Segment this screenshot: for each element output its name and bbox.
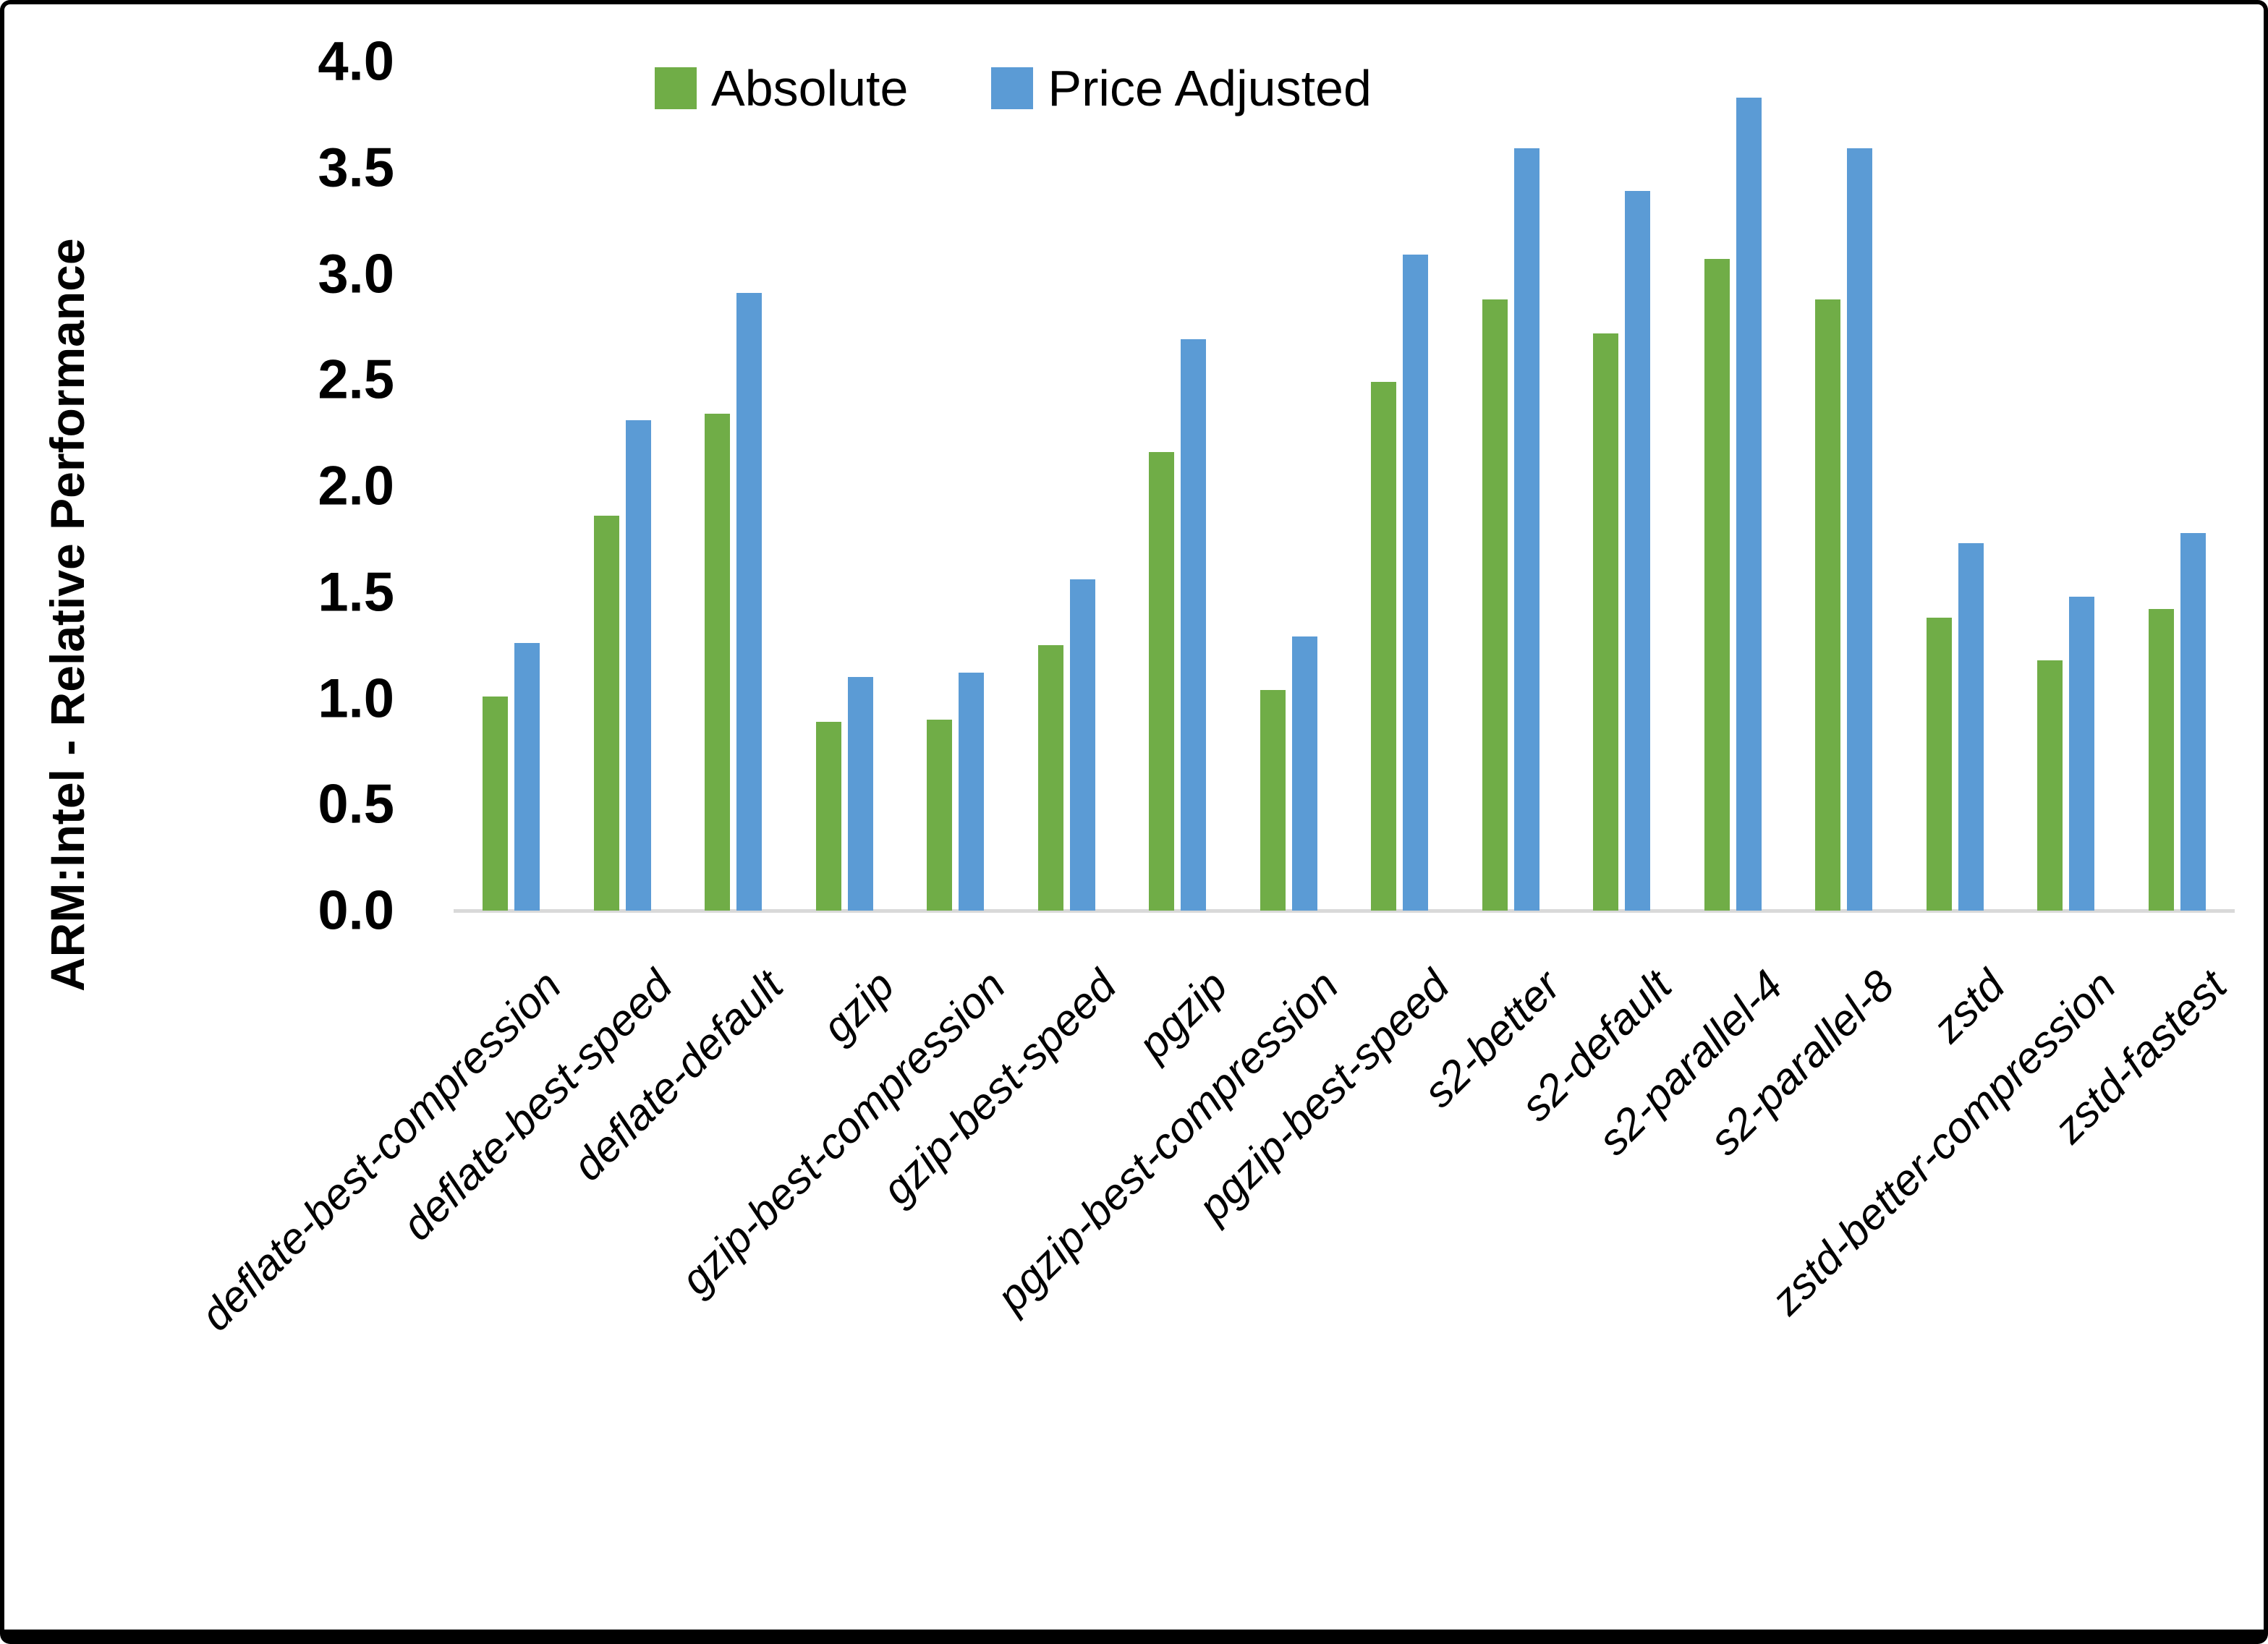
y-axis-tick-label: 0.5 (318, 773, 394, 835)
bar-absolute-pgzip-best-compression (1260, 689, 1286, 911)
bar-price-adjusted-pgzip-best-speed (1403, 255, 1429, 911)
y-axis-tick-label: 4.0 (318, 30, 394, 93)
bar-absolute-deflate-best-compression (483, 696, 509, 911)
y-axis-tick-label: 3.0 (318, 243, 394, 304)
bar-price-adjusted-pgzip-best-compression (1291, 636, 1317, 911)
legend-label: Absolute (711, 60, 909, 116)
bar-absolute-gzip (815, 721, 841, 911)
bar-absolute-s2-better (1482, 299, 1508, 911)
bar-price-adjusted-s2-default (1625, 191, 1651, 911)
bar-absolute-s2-parallel-4 (1704, 258, 1730, 911)
bar-absolute-deflate-default (705, 414, 731, 911)
bar-absolute-deflate-best-speed (593, 516, 619, 911)
y-axis-tick-label: 3.5 (318, 137, 394, 199)
bar-price-adjusted-s2-parallel-8 (1847, 148, 1873, 911)
bar-price-adjusted-zstd (1958, 543, 1984, 911)
bar-price-adjusted-gzip-best-compression (959, 673, 985, 911)
legend-swatch-absolute (655, 67, 697, 109)
y-axis-tick-label: 1.5 (318, 561, 394, 623)
bar-absolute-zstd-better-compression (2037, 660, 2063, 911)
bar-price-adjusted-gzip (847, 677, 873, 911)
bar-price-adjusted-zstd-fastest (2180, 532, 2206, 911)
legend-swatch-price-adjusted (991, 67, 1034, 109)
bar-absolute-s2-default (1593, 333, 1619, 911)
x-axis-category-label: gzip (812, 961, 904, 1052)
y-axis-tick-label: 2.0 (318, 455, 394, 517)
bar-absolute-pgzip (1149, 452, 1175, 911)
x-axis-category-label: zstd (1923, 961, 2014, 1052)
bar-price-adjusted-gzip-best-speed (1069, 579, 1095, 911)
y-axis-title: ARM:Intel - Relative Performance (41, 238, 94, 992)
y-axis-tick-label: 2.5 (318, 349, 394, 411)
legend-item-absolute: Absolute (655, 59, 908, 117)
y-axis-tick-label: 0.0 (318, 880, 394, 942)
y-axis-tick-label: 1.0 (318, 668, 394, 729)
bar-price-adjusted-deflate-default (736, 292, 763, 911)
bar-price-adjusted-s2-parallel-4 (1736, 97, 1762, 911)
legend-item-price-adjusted: Price Adjusted (991, 59, 1372, 117)
bar-absolute-s2-parallel-8 (1815, 299, 1841, 911)
x-axis-line (454, 909, 2235, 913)
bar-price-adjusted-deflate-best-compression (514, 643, 540, 911)
bar-price-adjusted-pgzip (1181, 339, 1207, 911)
legend-label: Price Adjusted (1048, 60, 1372, 116)
bar-absolute-pgzip-best-speed (1371, 382, 1397, 911)
bar-absolute-zstd (1926, 617, 1952, 911)
legend: Absolute Price Adjusted (655, 59, 1372, 117)
bar-absolute-gzip-best-speed (1037, 645, 1063, 911)
bar-price-adjusted-zstd-better-compression (2069, 596, 2095, 911)
bar-absolute-gzip-best-compression (927, 719, 953, 911)
bar-price-adjusted-deflate-best-speed (625, 420, 651, 911)
bar-price-adjusted-s2-better (1513, 148, 1539, 911)
bar-absolute-zstd-fastest (2148, 609, 2174, 911)
